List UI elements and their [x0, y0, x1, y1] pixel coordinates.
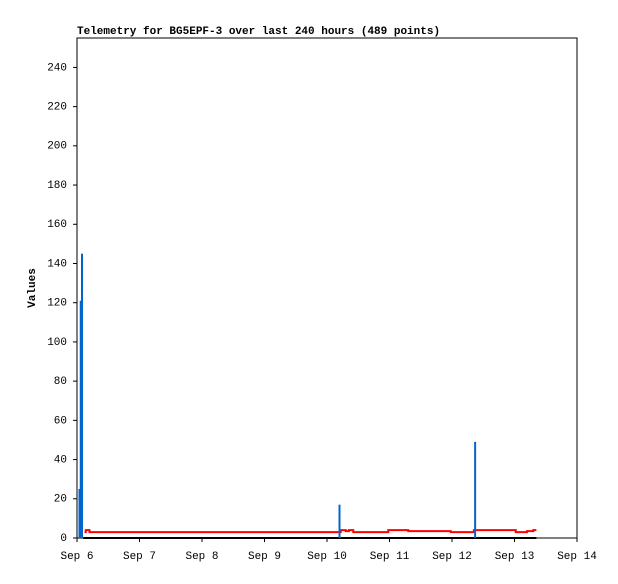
x-tick-label: Sep 6	[60, 551, 93, 563]
x-tick-label: Sep 9	[248, 551, 281, 563]
y-tick-label: 180	[47, 180, 67, 192]
y-tick-label: 220	[47, 102, 67, 114]
y-tick-label: 120	[47, 298, 67, 310]
x-tick-label: Sep 14	[557, 551, 597, 563]
y-tick-label: 0	[60, 533, 67, 545]
y-tick-label: 140	[47, 258, 67, 270]
y-tick-label: 20	[54, 494, 67, 506]
y-tick-label: 100	[47, 337, 67, 349]
y-tick-label: 80	[54, 376, 67, 388]
x-tick-label: Sep 8	[185, 551, 218, 563]
x-tick-label: Sep 10	[307, 551, 347, 563]
x-tick-label: Sep 13	[495, 551, 535, 563]
y-tick-label: 160	[47, 219, 67, 231]
y-tick-label: 200	[47, 141, 67, 153]
series-line	[84, 529, 537, 534]
x-tick-label: Sep 7	[123, 551, 156, 563]
y-tick-label: 60	[54, 415, 67, 427]
x-tick-label: Sep 12	[432, 551, 472, 563]
y-axis-label: Values	[27, 268, 39, 308]
plot-frame	[76, 37, 578, 539]
x-tick-label: Sep 11	[370, 551, 410, 563]
chart-title: Telemetry for BG5EPF-3 over last 240 hou…	[77, 26, 440, 38]
y-tick-label: 40	[54, 454, 67, 466]
y-tick-label: 240	[47, 62, 67, 74]
